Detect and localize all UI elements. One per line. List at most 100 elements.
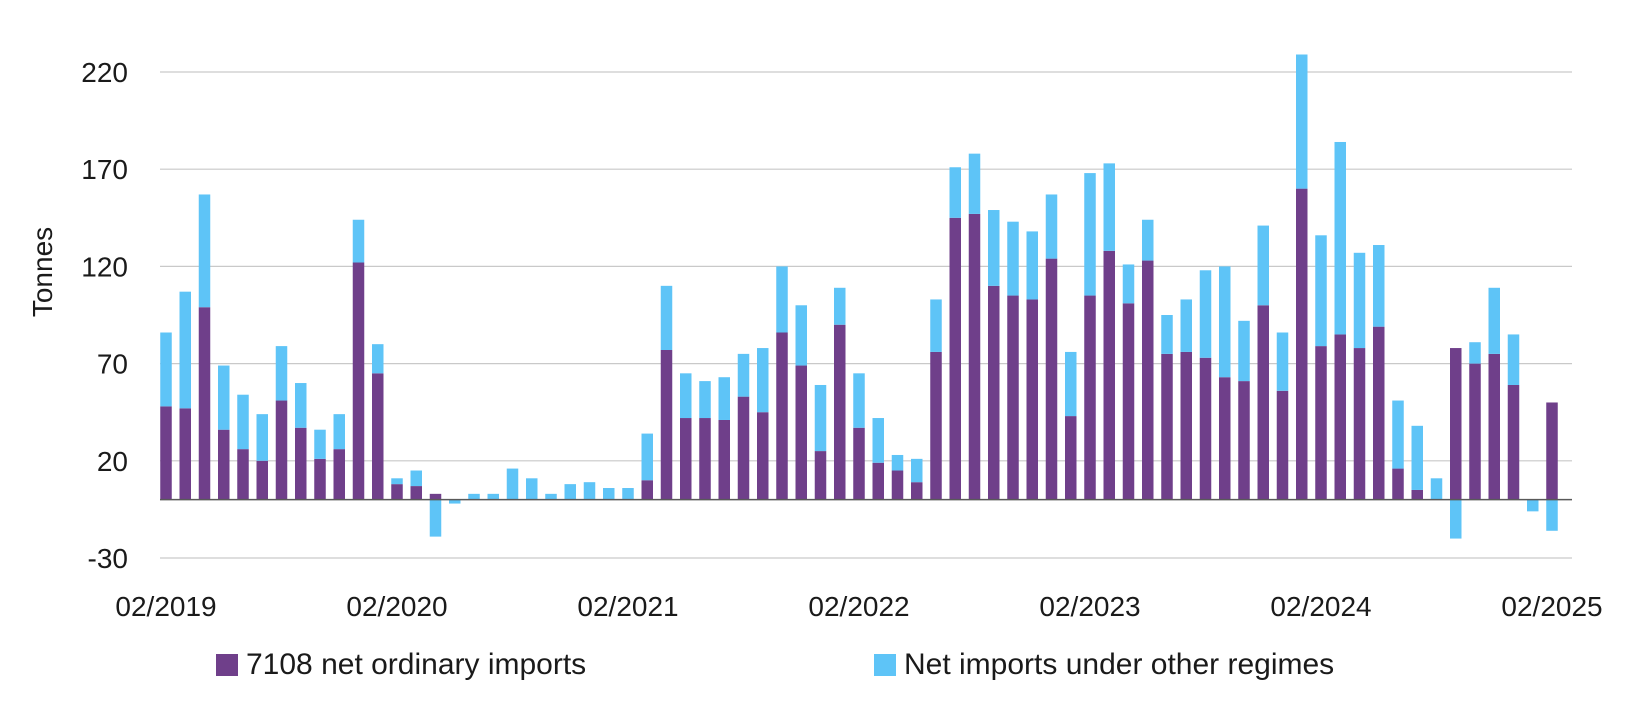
bar-other-regimes [314,429,326,459]
bar-ordinary [1045,258,1058,500]
bar-other-regimes [275,346,288,401]
gridlines [160,71,1572,559]
bar-other-regimes [1084,173,1096,296]
bar-ordinary [776,332,788,500]
bar-ordinary [1411,489,1423,500]
bar-other-regimes [968,153,981,214]
bar-other-regimes [641,433,653,481]
bar-other-regimes [160,332,172,407]
bar-other-regimes [1238,320,1250,382]
bar-ordinary [1296,188,1308,500]
y-tick-label: 170 [81,154,128,185]
bar-ordinary [1315,346,1327,500]
bar-other-regimes [1527,499,1539,512]
bar-ordinary [218,429,230,500]
bar-other-regimes [526,478,538,500]
bar-other-regimes [853,373,865,428]
bar-other-regimes [1142,219,1154,261]
bar-ordinary [275,400,288,500]
bar-ordinary [872,462,884,500]
y-tick-label: 120 [81,251,128,282]
bar-ordinary [1257,305,1269,500]
bar-other-regimes [1488,287,1500,354]
x-tick-label: 02/2025 [1501,591,1602,622]
bar-other-regimes [1180,299,1192,352]
x-tick-label: 02/2021 [577,591,678,622]
bar-other-regimes [988,210,1000,286]
bar-other-regimes [757,348,769,413]
bar-other-regimes [333,414,345,450]
bar-ordinary [1084,295,1096,500]
bar-ordinary [333,449,345,500]
legend-label-other-regimes: Net imports under other regimes [904,648,1335,681]
bar-ordinary [1219,377,1231,500]
legend-swatch-ordinary [216,654,238,676]
bar-other-regimes [680,373,692,419]
bar-ordinary [699,418,711,500]
bar-other-regimes [1392,400,1404,469]
bar-ordinary [1103,250,1115,500]
bar-other-regimes [487,493,499,500]
bar-ordinary [1334,334,1346,500]
bar-ordinary [1353,348,1366,500]
bar-ordinary [1276,390,1289,500]
bars [160,54,1558,539]
bar-other-regimes [256,414,268,461]
bar-other-regimes [1507,334,1520,385]
bar-ordinary [1122,303,1135,500]
legend-label-ordinary: 7108 net ordinary imports [246,648,587,681]
bar-other-regimes [930,299,942,352]
bar-other-regimes [352,219,365,263]
bar-ordinary [737,396,750,500]
bar-ordinary [198,307,211,500]
y-tick-label: 20 [97,446,128,477]
bar-other-regimes [1007,221,1019,296]
bar-ordinary [1238,381,1250,500]
y-tick-labels: 220 170 120 70 20 -30 [81,57,128,574]
bar-ordinary [410,486,422,500]
bar-ordinary [1007,295,1019,500]
bar-other-regimes [583,482,596,500]
bar-other-regimes [1161,315,1173,354]
bar-other-regimes [468,493,480,500]
bar-ordinary [429,493,442,500]
bar-ordinary [641,480,653,500]
bar-other-regimes [776,266,788,333]
bar-ordinary [680,418,692,500]
bar-ordinary [372,373,384,500]
x-tick-labels: 02/2019 02/2020 02/2021 02/2022 02/2023 02/20… [115,591,1602,622]
bar-other-regimes [372,344,384,374]
x-tick-label: 02/2022 [808,591,909,622]
bar-ordinary [930,351,942,500]
bar-ordinary [1161,353,1173,500]
bar-other-regimes [410,470,422,487]
bar-ordinary [853,427,865,500]
bar-other-regimes [1315,235,1327,347]
bar-ordinary [911,482,923,500]
legend: 7108 net ordinary imports Net imports un… [0,648,1652,688]
bar-ordinary [1065,416,1077,500]
bar-other-regimes [737,353,750,397]
bar-ordinary [1142,260,1154,500]
bar-ordinary [660,349,673,500]
bar-ordinary [1199,357,1212,500]
bar-other-regimes [506,468,519,500]
bar-ordinary [757,412,769,500]
bar-ordinary [256,460,268,500]
bar-ordinary [1469,363,1481,500]
bar-other-regimes [949,167,961,218]
bar-other-regimes [429,499,442,537]
bar-ordinary [179,408,191,500]
y-tick-label: 70 [97,349,128,380]
x-tick-label: 02/2020 [346,591,447,622]
bar-other-regimes [872,418,884,463]
y-tick-label: 220 [81,57,128,88]
bar-other-regimes [1353,252,1366,349]
bar-other-regimes [1065,351,1077,417]
bar-other-regimes [179,291,191,409]
bar-ordinary [1488,353,1500,500]
legend-item-ordinary: 7108 net ordinary imports [216,648,586,682]
bar-other-regimes [814,384,827,452]
bar-ordinary [1180,351,1192,500]
